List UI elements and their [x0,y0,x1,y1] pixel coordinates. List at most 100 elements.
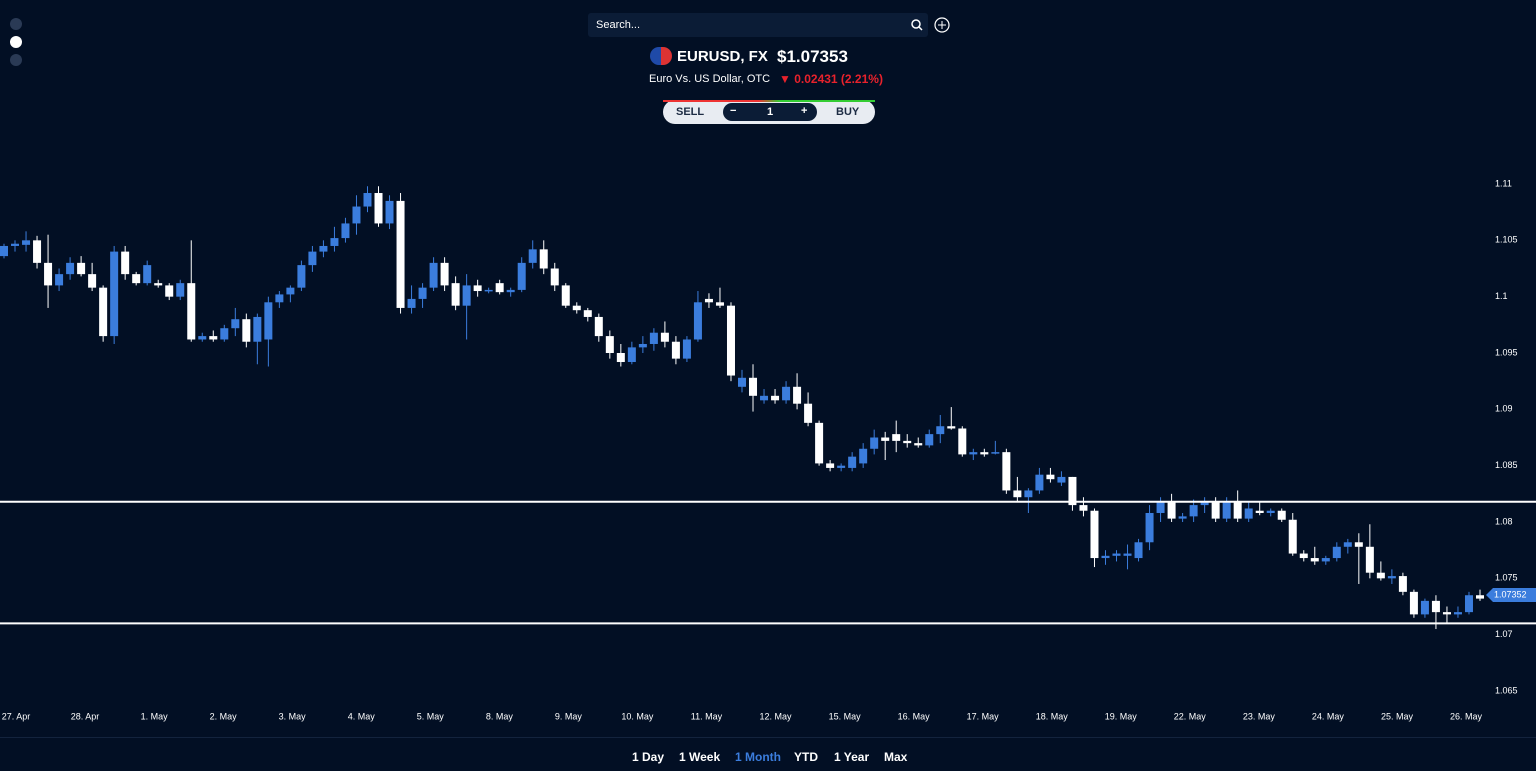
candle-body [1101,555,1110,559]
timeframe-option[interactable]: 1 Year [834,750,870,764]
candle-body [1222,501,1231,519]
candle-body [22,240,31,245]
candle-body [44,262,53,286]
candle-body [154,283,163,286]
x-tick-label: 18. May [1036,711,1069,721]
candle-body [1156,501,1165,513]
candle-body [1387,576,1396,579]
candle-body [561,285,570,306]
candle-body [738,377,746,387]
minus-button[interactable]: − [730,105,737,117]
candle-body [1079,505,1088,511]
candle-body [110,251,119,337]
candle-body [715,302,724,306]
candle-body [1200,501,1209,506]
search-box[interactable]: Search... [588,13,928,37]
candle-body [1299,553,1308,559]
candle-body [1123,553,1132,556]
y-tick-label: 1.095 [1495,347,1518,357]
chart: 1.11 1.105 1.1 1.095 1.09 1.085 1.08 1.075 1.07 1… [0,178,1536,721]
icon[interactable] [10,54,22,66]
candle-body [914,443,923,446]
timeframe-option[interactable]: 1 Week [679,750,721,764]
candle-body [969,452,978,455]
candle-body [870,437,879,449]
candle-body [33,240,42,263]
x-tick-label: 2. May [210,711,238,721]
candle-body [209,336,218,340]
sell-button[interactable]: SELL [676,106,705,118]
candle-body [451,283,460,306]
candle-body [980,452,989,455]
plus-button[interactable]: + [801,105,808,117]
candle-body [77,262,86,275]
candle-body [462,285,471,306]
candle-body [1167,501,1176,519]
candle-body [374,193,383,224]
candle-body [1464,595,1473,613]
icon[interactable] [10,36,22,48]
buy-button[interactable]: BUY [836,106,860,118]
x-tick-label: 22. May [1174,711,1207,721]
candle-body [506,289,515,293]
candle-body [385,200,394,224]
candle-body [660,332,669,342]
candle-body [1024,490,1033,498]
y-tick-label: 1.105 [1495,235,1518,245]
candle-body [308,251,317,266]
candle-body [1178,516,1187,519]
search-icon[interactable] [911,19,921,29]
y-tick-label: 1.08 [1495,516,1513,526]
timeframe-option[interactable]: YTD [794,750,818,764]
timeframe-option[interactable]: 1 Month [735,750,781,764]
candle-body [242,319,251,342]
candle-body [572,305,581,311]
add-icon[interactable] [934,17,950,33]
x-tick-label: 17. May [967,711,1000,721]
search-icon [918,26,923,31]
candle-body [66,262,75,275]
candle-body [1398,576,1407,592]
candle-body [352,206,361,224]
candle-body [1266,510,1275,513]
candle-body [264,302,273,340]
quantity[interactable]: 1 [767,106,774,118]
y-tick-label: 1.09 [1495,404,1513,414]
candle-body [1442,612,1451,615]
y-tick-label: 1.11 [1495,178,1512,188]
candle-body [363,193,372,207]
candle-body [649,332,658,344]
candle-body [99,287,108,337]
change: ▼ 0.02431 (2.21%) [779,72,883,86]
side-icons [10,18,22,66]
candle-body [517,262,526,290]
candle-body [275,294,284,303]
candle-body [1310,558,1319,562]
candle-body [550,268,559,286]
candle-body [1409,591,1418,615]
x-tick-label: 23. May [1243,711,1276,721]
search-icons [911,17,950,33]
candle-body [1002,452,1011,491]
icon[interactable] [10,18,22,30]
candle-body [837,465,846,468]
candle-body [782,386,791,401]
candle-body [396,200,405,308]
candle-body [55,274,64,286]
candle-body [143,265,152,284]
candle-body [616,353,625,363]
x-tick-label: 26. May [1450,711,1483,721]
candle-body [925,434,934,446]
x-tick-label: 12. May [760,711,793,721]
x-tick-label: 8. May [486,711,514,721]
timeframe-option[interactable]: 1 Day [632,750,665,764]
symbol: EURUSD, FX [677,48,768,65]
timeframe-option[interactable]: Max [884,750,908,764]
candle-body [1046,474,1055,480]
candle-body [319,245,328,252]
candle-body [231,319,240,329]
y-tick-label: 1.1 [1495,291,1508,301]
candle-body [815,422,824,464]
candle-body [1332,546,1341,559]
